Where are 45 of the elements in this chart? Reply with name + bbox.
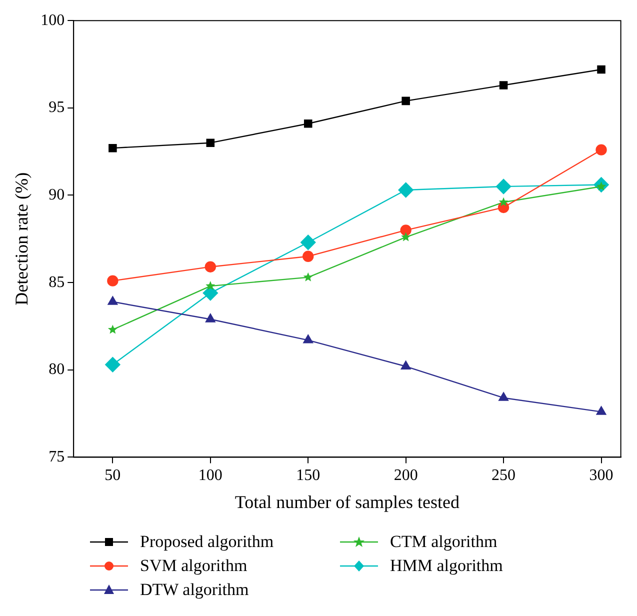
x-tick-label: 50 <box>104 467 121 484</box>
point <box>597 65 606 74</box>
y-tick-label: 100 <box>40 12 65 29</box>
y-tick-label: 85 <box>48 274 65 291</box>
point <box>499 81 508 90</box>
x-tick-label: 200 <box>394 467 418 484</box>
point <box>400 360 411 370</box>
point <box>205 314 216 322</box>
point <box>108 324 118 334</box>
point <box>206 281 216 290</box>
y-tick-label: 95 <box>48 99 65 116</box>
y-axis-title: Detection rate (%) <box>12 172 32 306</box>
point <box>304 120 312 128</box>
point <box>498 392 508 401</box>
legend-label: HMM algorithm <box>390 556 503 576</box>
x-tick-label: 300 <box>589 467 614 484</box>
point <box>303 334 314 344</box>
x-tick-label: 250 <box>492 467 516 484</box>
y-tick-label: 90 <box>48 186 65 204</box>
legend-label: CTM algorithm <box>390 532 498 552</box>
legend-label: SVM algorithm <box>140 556 248 576</box>
x-tick-label: 150 <box>296 467 320 484</box>
point <box>498 197 508 206</box>
legend-label: Proposed algorithm <box>140 532 274 552</box>
x-tick-label: 100 <box>198 467 222 484</box>
point <box>303 272 313 282</box>
point <box>596 406 606 415</box>
point <box>400 224 412 236</box>
point <box>105 357 120 372</box>
point <box>206 138 215 147</box>
point <box>496 178 512 194</box>
point <box>300 234 316 250</box>
point <box>204 261 216 272</box>
point <box>402 96 410 106</box>
point <box>398 182 414 198</box>
point <box>401 232 411 242</box>
x-axis-title: Total number of samples tested <box>234 492 460 512</box>
point <box>108 144 117 152</box>
point <box>302 250 314 262</box>
point <box>596 144 607 156</box>
legend-label: DTW algorithm <box>140 580 249 600</box>
point <box>107 275 118 286</box>
point <box>108 296 118 305</box>
y-tick-label: 80 <box>48 361 65 378</box>
y-tick-label: 75 <box>48 448 65 466</box>
